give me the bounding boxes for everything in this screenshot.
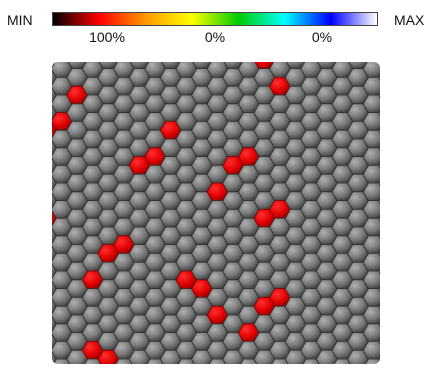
hex-cell[interactable] [378, 296, 400, 316]
legend-tick-label: 0% [311, 29, 333, 45]
hex-cell[interactable] [378, 191, 400, 211]
legend-min-label: MIN [7, 12, 33, 28]
hex-cell[interactable] [378, 51, 400, 70]
hex-cell[interactable] [378, 138, 400, 158]
hex-cell[interactable] [378, 244, 400, 264]
hex-cell[interactable] [378, 173, 400, 193]
legend-tick-label: 0% [204, 29, 226, 45]
hex-cell[interactable] [378, 68, 400, 88]
hex-cell[interactable] [378, 261, 400, 281]
hex-cell[interactable] [378, 279, 400, 299]
hex-cell[interactable] [378, 103, 400, 123]
hex-cell[interactable] [378, 332, 400, 352]
legend-max-label: MAX [394, 12, 425, 28]
hex-cell[interactable] [378, 85, 400, 105]
hex-cell[interactable] [378, 226, 400, 246]
hex-cell[interactable] [378, 120, 400, 140]
legend-color-scale [52, 12, 378, 26]
hex-cell[interactable] [378, 314, 400, 334]
hex-cell[interactable] [378, 349, 400, 368]
hex-cell[interactable] [378, 156, 400, 176]
hex-cell[interactable] [378, 208, 400, 228]
legend-tick-label: 100% [89, 29, 125, 45]
